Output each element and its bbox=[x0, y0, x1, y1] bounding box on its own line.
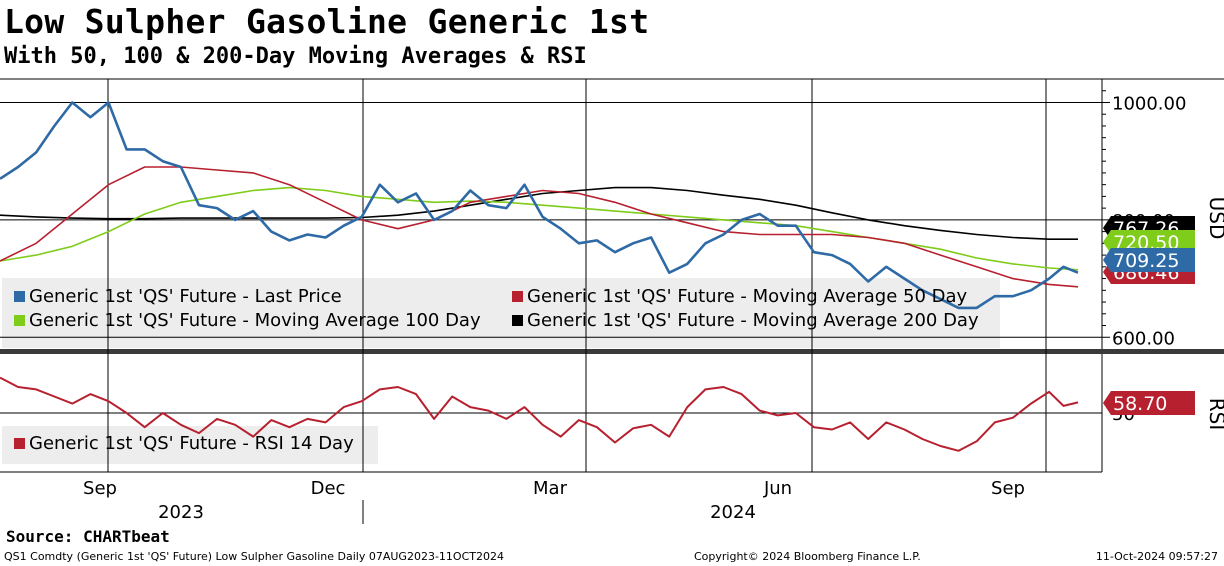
ma100-line bbox=[0, 186, 1079, 271]
legend-ma100-swatch bbox=[14, 315, 25, 326]
last-price-line bbox=[0, 101, 1079, 310]
source-note: Source: CHARTbeat bbox=[6, 527, 170, 546]
panel-separator bbox=[0, 349, 1224, 354]
footer-timestamp: 11-Oct-2024 09:57:27 bbox=[1095, 550, 1218, 563]
rsi-axis-label: RSI bbox=[1205, 398, 1224, 431]
price-tick-label: 1000.00 bbox=[1112, 93, 1186, 114]
price-tick-label: 600.00 bbox=[1112, 328, 1175, 349]
x-year-label: 2024 bbox=[710, 502, 756, 523]
page-title: Low Sulpher Gasoline Generic 1st bbox=[4, 2, 650, 41]
chart: SepDecMarJunSep20232024600.00800.001000.… bbox=[0, 78, 1224, 524]
legend-last-price-swatch bbox=[14, 291, 25, 302]
rsi-line bbox=[0, 376, 1079, 452]
page-subtitle: With 50, 100 & 200-Day Moving Averages &… bbox=[4, 44, 587, 69]
legend-last-price-label: Generic 1st 'QS' Future - Last Price bbox=[29, 286, 342, 307]
rsi-badge-label: 58.70 bbox=[1113, 393, 1167, 415]
legend-rsi-label: Generic 1st 'QS' Future - RSI 14 Day bbox=[29, 433, 354, 454]
usd-axis-label: USD bbox=[1205, 197, 1224, 240]
rsi-legend-box bbox=[2, 426, 378, 464]
x-month-label: Sep bbox=[991, 478, 1025, 499]
ma200-line bbox=[0, 186, 1078, 240]
price-legend-box bbox=[2, 278, 1000, 348]
legend-ma200-swatch bbox=[512, 315, 523, 326]
legend-rsi-swatch bbox=[14, 438, 25, 449]
last-price-badge-label: 709.25 bbox=[1113, 250, 1179, 272]
rsi-badge bbox=[1103, 391, 1195, 415]
footer-copyright: Copyright© 2024 Bloomberg Finance L.P. bbox=[694, 550, 921, 563]
footer-ticker: QS1 Comdty (Generic 1st 'QS' Future) Low… bbox=[4, 550, 504, 563]
legend-ma50-label: Generic 1st 'QS' Future - Moving Average… bbox=[527, 286, 968, 307]
x-month-label: Dec bbox=[311, 478, 346, 499]
x-month-label: Sep bbox=[83, 478, 117, 499]
x-year-label: 2023 bbox=[158, 502, 204, 523]
x-month-label: Jun bbox=[763, 478, 792, 499]
legend-ma200-label: Generic 1st 'QS' Future - Moving Average… bbox=[527, 310, 979, 331]
x-month-label: Mar bbox=[533, 478, 568, 499]
legend-ma100-label: Generic 1st 'QS' Future - Moving Average… bbox=[29, 310, 481, 331]
legend-ma50-swatch bbox=[512, 291, 523, 302]
last-price-badge bbox=[1103, 248, 1195, 272]
